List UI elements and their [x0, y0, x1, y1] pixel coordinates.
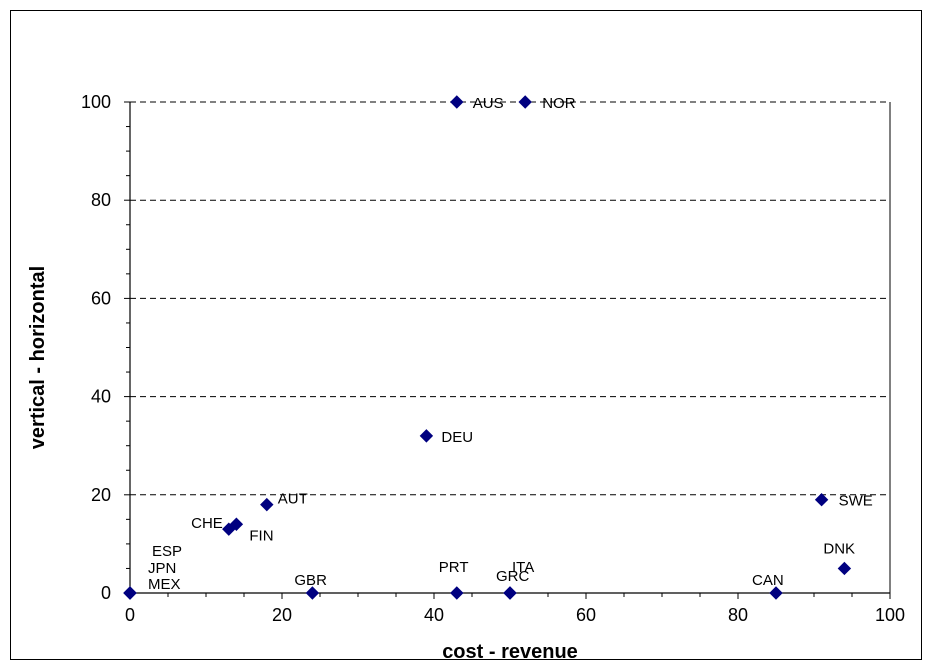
- y-tick-label: 80: [91, 190, 111, 210]
- x-axis-title: cost - revenue: [442, 641, 578, 663]
- x-tick-label: 20: [272, 605, 292, 625]
- point-label-grc: GRC: [496, 568, 530, 585]
- point-label-che: CHE: [191, 515, 223, 532]
- data-point-nor: [518, 95, 532, 109]
- axes: 0 20 40 60 80 100 0 20 40 60 80 100: [81, 92, 905, 625]
- data-point-swe: [814, 493, 829, 507]
- point-label-prt: PRT: [439, 559, 469, 576]
- y-tick-label: 60: [91, 288, 111, 308]
- x-tick-label: 100: [875, 605, 905, 625]
- data-point-ita: [503, 586, 517, 600]
- data-point-aus: [450, 95, 464, 109]
- grid-lines: [130, 101, 890, 496]
- point-label-gbr: GBR: [294, 572, 327, 589]
- point-label-fin: FIN: [249, 527, 273, 544]
- data-point-deu: [419, 429, 434, 443]
- y-tick-label: 40: [91, 387, 111, 407]
- y-tick-label: 100: [81, 92, 111, 112]
- point-label-aus: AUS: [473, 95, 504, 112]
- point-label-ita: ITA: [512, 559, 534, 576]
- x-tick-label: 0: [125, 605, 135, 625]
- x-tick-label: 80: [728, 605, 748, 625]
- data-point-fin: [229, 517, 244, 531]
- point-label-can: CAN: [752, 572, 784, 589]
- y-tick-label: 20: [91, 485, 111, 505]
- data-point-prt: [450, 586, 464, 600]
- y-axis-title: vertical - horizontal: [27, 266, 49, 449]
- point-label-dnk: DNK: [823, 540, 855, 557]
- point-label-swe: SWE: [839, 493, 873, 510]
- data-point-esp: [123, 586, 137, 600]
- data-point-dnk: [837, 561, 852, 576]
- point-label-mex: MEX: [148, 576, 181, 593]
- chart-frame: [10, 10, 922, 660]
- data-points: [123, 95, 852, 600]
- data-point-gbr: [305, 586, 320, 600]
- point-label-esp: ESP: [152, 543, 182, 560]
- data-point-aut: [260, 497, 274, 512]
- point-label-jpn: JPN: [148, 560, 176, 577]
- point-label-aut: AUT: [278, 491, 308, 508]
- data-point-can: [769, 586, 783, 600]
- x-tick-label: 60: [576, 605, 596, 625]
- y-tick-label: 0: [101, 583, 111, 603]
- point-label-nor: NOR: [542, 95, 576, 112]
- point-label-deu: DEU: [441, 429, 473, 446]
- x-tick-label: 40: [424, 605, 444, 625]
